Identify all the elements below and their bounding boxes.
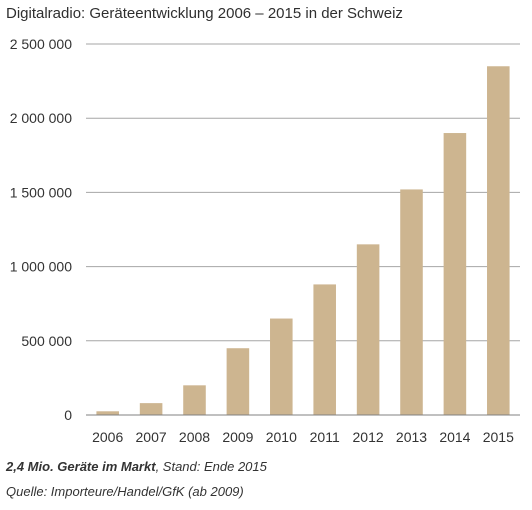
bar-chart: 0 500 000 1 000 000 1 500 000 2 000 000 2 500… bbox=[10, 36, 520, 445]
status-text: , Stand: Ende 2015 bbox=[155, 459, 267, 474]
bar bbox=[313, 284, 336, 415]
bar bbox=[270, 318, 293, 415]
y-tick-label: 2 500 000 bbox=[10, 36, 72, 52]
y-tick-label: 2 000 000 bbox=[10, 110, 72, 126]
x-tick-label: 2014 bbox=[439, 429, 470, 445]
x-tick-label: 2008 bbox=[179, 429, 210, 445]
bar bbox=[443, 133, 467, 416]
x-tick-label: 2009 bbox=[222, 429, 253, 445]
chart-title: Digitalradio: Geräteentwicklung 2006 – 2… bbox=[6, 5, 403, 22]
x-tick-label: 2015 bbox=[483, 429, 514, 445]
source-note: Quelle: Importeure/Handel/GfK (ab 2009) bbox=[6, 484, 244, 499]
footer-note: 2,4 Mio. Geräte im Markt, Stand: Ende 20… bbox=[6, 459, 267, 474]
bar bbox=[139, 403, 163, 415]
x-tick-label: 2006 bbox=[92, 429, 123, 445]
market-highlight: 2,4 Mio. Geräte im Markt bbox=[6, 459, 156, 474]
bar bbox=[226, 348, 250, 415]
y-tick-label: 1 500 000 bbox=[10, 184, 72, 200]
bar bbox=[487, 66, 510, 415]
y-tick-label: 1 000 000 bbox=[10, 259, 72, 275]
x-tick-label: 2011 bbox=[310, 429, 340, 445]
y-tick-label: 0 bbox=[64, 407, 72, 423]
x-tick-label: 2010 bbox=[266, 429, 297, 445]
bar bbox=[96, 411, 119, 415]
x-tick-label: 2012 bbox=[353, 429, 384, 445]
bar bbox=[356, 244, 380, 415]
bar bbox=[400, 189, 423, 415]
x-tick-label: 2013 bbox=[396, 429, 427, 445]
y-tick-label: 500 000 bbox=[21, 333, 72, 349]
bar bbox=[183, 385, 206, 415]
x-tick-label: 2007 bbox=[136, 429, 167, 445]
